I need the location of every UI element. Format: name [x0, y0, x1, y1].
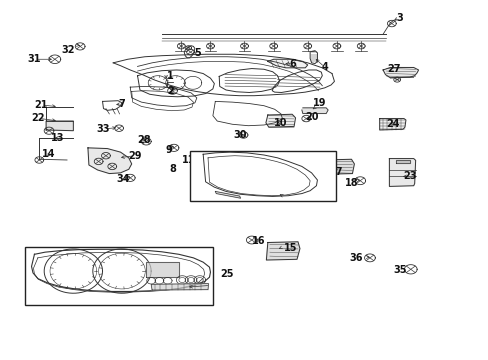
Polygon shape: [382, 67, 418, 78]
Bar: [25, 247, 212, 305]
Text: 9: 9: [165, 145, 172, 155]
Polygon shape: [267, 59, 307, 68]
Text: 3: 3: [396, 13, 403, 23]
Text: 19: 19: [312, 98, 326, 108]
Text: 24: 24: [386, 118, 399, 129]
Text: 15: 15: [284, 243, 297, 253]
Text: 31: 31: [28, 54, 41, 64]
Text: 4: 4: [321, 62, 327, 72]
Text: 8: 8: [169, 164, 176, 174]
Text: 25: 25: [220, 269, 234, 279]
Text: 20: 20: [304, 112, 318, 122]
Text: 21: 21: [35, 100, 48, 110]
Text: 34: 34: [116, 174, 129, 184]
Text: 11: 11: [182, 156, 195, 165]
Text: 2: 2: [167, 86, 174, 96]
Polygon shape: [322, 159, 354, 174]
Text: 27: 27: [386, 64, 400, 74]
Polygon shape: [265, 114, 295, 127]
Polygon shape: [301, 108, 327, 113]
Text: 32: 32: [61, 45, 75, 55]
Polygon shape: [151, 284, 208, 290]
Text: 35: 35: [392, 265, 406, 275]
Text: 1: 1: [167, 71, 174, 81]
Text: 7: 7: [119, 99, 125, 109]
Text: 30: 30: [232, 130, 246, 140]
Text: 5: 5: [194, 48, 200, 58]
Text: 36: 36: [349, 253, 362, 263]
Text: 13: 13: [50, 133, 64, 143]
Text: 10: 10: [274, 118, 287, 128]
Text: 14: 14: [42, 149, 56, 159]
Text: 12: 12: [271, 179, 285, 189]
Bar: [190, 151, 335, 201]
Text: 22: 22: [31, 113, 44, 123]
Polygon shape: [146, 262, 179, 277]
Polygon shape: [215, 192, 240, 198]
Polygon shape: [88, 148, 131, 174]
Text: 17: 17: [329, 167, 343, 177]
Text: 28: 28: [137, 135, 150, 145]
Polygon shape: [46, 121, 73, 131]
Text: 6: 6: [289, 59, 296, 69]
Polygon shape: [395, 160, 409, 163]
Text: 33: 33: [97, 124, 110, 134]
Text: 29: 29: [127, 151, 141, 161]
Text: 16: 16: [252, 236, 265, 246]
Text: 23: 23: [402, 171, 416, 181]
Polygon shape: [266, 242, 299, 260]
Text: 26: 26: [135, 285, 149, 295]
Polygon shape: [388, 158, 415, 186]
Text: 18: 18: [344, 177, 358, 188]
Polygon shape: [379, 118, 405, 130]
